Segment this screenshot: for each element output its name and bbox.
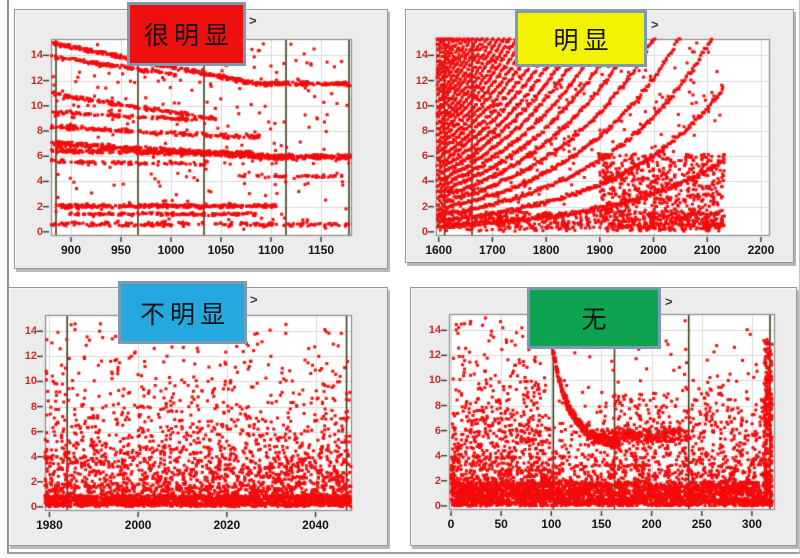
y-tick-label: 10 — [415, 99, 428, 112]
legend-hint-very-obvious: > — [249, 13, 257, 28]
y-tick-label: 2 — [36, 200, 43, 213]
y-tick-label: 0 — [434, 499, 441, 512]
y-tick-label: 12 — [428, 349, 441, 362]
y-tick-label: 4 — [434, 449, 441, 462]
legend-hint-not-obvious: > — [250, 292, 258, 307]
y-tick-label: 6 — [30, 425, 37, 438]
x-tick-label: 1700 — [479, 243, 506, 257]
x-tick-label: 950 — [110, 243, 132, 257]
y-tick-label: 6 — [36, 150, 43, 163]
x-tick-label: 2000 — [640, 243, 667, 257]
y-tick-label: 2 — [421, 200, 428, 213]
y-tick-label: 6 — [421, 150, 428, 163]
y-tick-label: 0 — [36, 225, 43, 238]
x-tick-label: 1600 — [425, 243, 453, 257]
x-tick-label: 2200 — [747, 243, 775, 257]
label-badge-none: 无 — [527, 287, 661, 349]
x-tick-label: 250 — [691, 517, 712, 531]
x-tick-label: 1050 — [207, 243, 235, 257]
y-tick-label: 10 — [428, 374, 441, 387]
y-tick-label: 10 — [30, 99, 43, 112]
x-tick-label: 1800 — [532, 243, 560, 257]
y-tick-label: 12 — [24, 350, 37, 363]
y-tick-label: 14 — [30, 49, 43, 62]
y-tick-label: 2 — [30, 475, 37, 488]
y-tick-label: 8 — [30, 400, 37, 413]
y-tick-label: 14 — [428, 324, 441, 337]
x-tick-label: 1900 — [586, 243, 614, 257]
y-tick-label: 12 — [415, 74, 428, 87]
legend-hint-none: > — [665, 294, 673, 309]
y-tick-label: 12 — [30, 74, 43, 87]
x-tick-label: 50 — [494, 517, 508, 531]
x-tick-label: 100 — [541, 517, 562, 531]
x-tick-label: 900 — [60, 243, 82, 257]
label-badge-very-obvious: 很明显 — [127, 2, 246, 66]
x-tick-label: 0 — [447, 517, 455, 531]
y-tick-label: 6 — [434, 424, 441, 437]
badge-text: 无 — [581, 305, 612, 334]
y-tick-label: 4 — [36, 175, 43, 188]
x-tick-label: 2100 — [693, 243, 721, 257]
x-tick-label: 1000 — [157, 243, 185, 257]
y-tick-label: 14 — [415, 49, 428, 62]
x-tick-label: 1980 — [36, 518, 63, 532]
y-tick-label: 8 — [36, 125, 43, 137]
x-tick-label: 1100 — [257, 243, 285, 257]
y-tick-label: 14 — [24, 325, 37, 338]
y-tick-label: 4 — [30, 450, 37, 463]
x-tick-label: 200 — [641, 517, 662, 531]
legend-hint-obvious: > — [651, 17, 659, 32]
badge-text: 明显 — [553, 25, 614, 55]
x-tick-label: 300 — [741, 517, 762, 531]
badge-text: 很明显 — [143, 21, 234, 50]
y-tick-label: 2 — [434, 474, 441, 487]
y-tick-label: 0 — [30, 500, 37, 513]
x-tick-label: 2000 — [124, 518, 152, 532]
x-tick-label: 2040 — [302, 518, 329, 532]
label-badge-obvious: 明显 — [515, 10, 647, 67]
badge-text: 不明显 — [139, 299, 230, 329]
y-tick-label: 0 — [421, 225, 428, 238]
x-tick-label: 150 — [591, 517, 612, 531]
y-tick-label: 8 — [421, 125, 428, 137]
label-badge-not-obvious: 不明显 — [118, 281, 247, 344]
y-tick-label: 8 — [434, 399, 441, 412]
y-tick-label: 4 — [421, 175, 428, 188]
x-tick-label: 1150 — [307, 243, 335, 257]
y-tick-label: 10 — [24, 375, 37, 388]
x-tick-label: 2020 — [213, 518, 241, 532]
